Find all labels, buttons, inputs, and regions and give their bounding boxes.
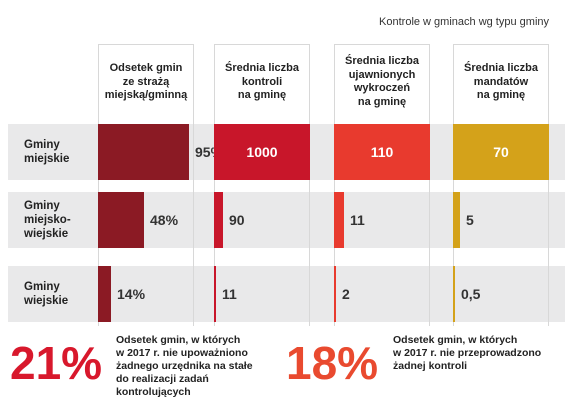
note-line: do realizacji zadań (116, 373, 209, 385)
column-frame-4 (453, 44, 549, 326)
column-frame-1 (98, 44, 194, 326)
column-header-1: Odsetek gmin ze strażą miejską/gminną (98, 62, 194, 103)
header-line: ujawnionych (348, 68, 416, 81)
value-label-c4-r2: 5 (466, 212, 474, 228)
bar-c1-r2 (98, 192, 144, 248)
bar-c2-r1 (214, 124, 310, 180)
row-label-miejsko-wiejskie: Gminy miejsko- wiejskie (24, 199, 71, 241)
bar-c4-r2 (453, 192, 460, 248)
bar-c3-r3 (334, 266, 336, 322)
bar-c4-r1 (453, 124, 549, 180)
value-label-c2-r2: 90 (229, 212, 245, 228)
value-label-c3-r2: 11 (350, 212, 365, 228)
header-line: wykroczeń (353, 82, 411, 94)
note-line: żadnego urzędnika na stałe (116, 360, 253, 372)
bar-c2-r3 (214, 266, 216, 322)
bar-c1-r1 (98, 124, 189, 180)
header-line: Średnia liczba (225, 62, 299, 74)
column-frame-2 (214, 44, 310, 326)
stat-note-left: Odsetek gmin, w których w 2017 r. nie up… (116, 334, 253, 399)
row-label-line: wiejskie (24, 295, 69, 307)
row-label-wiejskie: Gminy wiejskie (24, 280, 68, 308)
stat-note-right: Odsetek gmin, w których w 2017 r. nie pr… (393, 334, 541, 373)
note-line: Odsetek gmin, w których (116, 334, 241, 346)
header-line: mandatów (473, 75, 529, 88)
row-label-line: Gminy (24, 200, 60, 212)
bar-c2-r2 (214, 192, 223, 248)
bar-c3-r1 (334, 124, 430, 180)
value-label-c1-r2: 48% (150, 212, 179, 228)
note-line: żadnej kontroli (393, 360, 468, 372)
row-label-line: Gminy (24, 139, 60, 151)
bar-c1-r3 (98, 266, 111, 322)
stat-big-left: 21% (10, 337, 103, 389)
row-label-miejskie: Gminy miejskie (24, 138, 69, 166)
row-label-line: Gminy (24, 281, 60, 293)
bar-c3-r2 (334, 192, 344, 248)
chart-title: Kontrole w gminach wg typu gminy (379, 16, 549, 28)
header-line: ze strażą (122, 75, 170, 88)
bar-c4-r3 (453, 266, 455, 322)
row-label-line: miejsko- (24, 214, 71, 226)
column-header-3: Średnia liczba ujawnionych wykroczeń na … (334, 55, 430, 109)
column-header-4: Średnia liczba mandatów na gminę (453, 62, 549, 103)
row-label-line: miejskie (24, 153, 70, 165)
value-label-c4-r1: 70 (493, 144, 509, 160)
note-line: w 2017 r. nie upoważniono (116, 347, 248, 359)
header-line: na gminę (476, 89, 526, 101)
header-line: na gminę (357, 95, 407, 108)
header-line: na gminę (237, 89, 287, 101)
note-line: Odsetek gmin, w których (393, 334, 518, 346)
value-label-c2-r3: 11 (222, 286, 237, 302)
column-header-2: Średnia liczba kontroli na gminę (214, 62, 310, 103)
column-frame-3 (334, 44, 430, 326)
value-label-c1-r3: 14% (117, 286, 146, 302)
header-line: Odsetek gmin (109, 62, 183, 74)
value-label-c2-r1: 1000 (246, 144, 278, 160)
value-label-c4-r3: 0,5 (461, 286, 481, 302)
note-line: kontrolujących (116, 386, 191, 398)
header-line: Średnia liczba (345, 55, 419, 67)
header-line: kontroli (241, 75, 283, 88)
value-label-c3-r1: 110 (370, 144, 394, 160)
value-label-c3-r3: 2 (342, 286, 350, 302)
row-label-line: wiejskie (24, 228, 69, 240)
note-line: w 2017 r. nie przeprowadzono (393, 347, 542, 359)
header-line: Średnia liczba (464, 62, 538, 74)
header-line: miejską/gminną (104, 89, 188, 101)
stat-big-right: 18% (286, 337, 379, 389)
